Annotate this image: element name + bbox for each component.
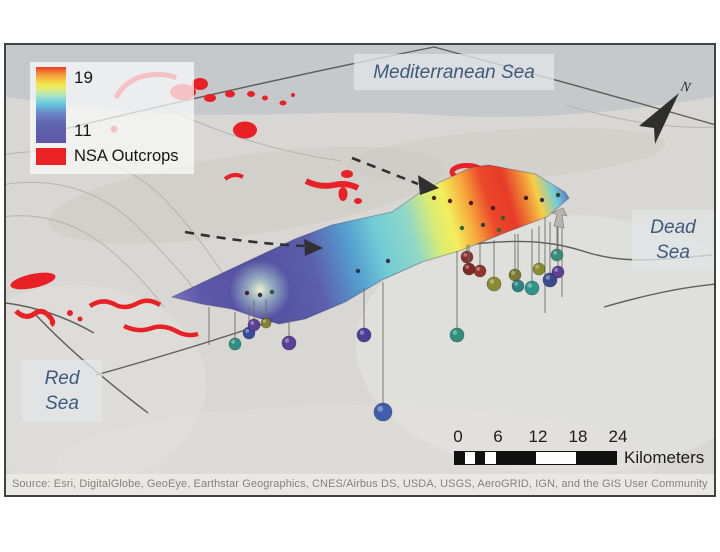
borehole-sphere-highlight (554, 267, 559, 272)
borehole-sphere (473, 264, 487, 278)
surface-light-spot (230, 260, 290, 320)
interpolated-surface (170, 164, 570, 325)
borehole-sphere (449, 327, 465, 343)
borehole-sphere-highlight (463, 252, 468, 257)
borehole-sphere-highlight (535, 264, 540, 269)
flow-arrows-layer (184, 156, 439, 256)
borehole-sphere-highlight (553, 250, 558, 255)
borehole-sphere-highlight (377, 405, 384, 412)
scale-seg (485, 452, 496, 464)
scale-seg (455, 452, 465, 464)
legend-outcrops-label: NSA Outcrops (74, 147, 179, 165)
borehole-sphere-highlight (262, 319, 267, 323)
legend-max-value: 19 (74, 68, 93, 87)
surface-data-dot (500, 215, 506, 221)
surface-data-dot (480, 222, 486, 228)
map-frame: N 19 11 NSA Outcrops Mediterranean Sea D… (4, 43, 716, 497)
scale-unit-label: Kilometers (624, 448, 705, 467)
borehole-sphere-highlight (284, 338, 290, 343)
borehole-sphere (486, 276, 502, 292)
scale-tick-18: 18 (568, 427, 588, 446)
borehole-sphere (228, 337, 242, 351)
borehole-sphere-highlight (545, 275, 551, 280)
scale-tick-6: 6 (493, 427, 503, 446)
dashed-arrow-west-head (304, 239, 323, 256)
surface-data-dot (490, 205, 496, 211)
borehole-sphere-highlight (527, 283, 533, 288)
surface-data-dot (269, 289, 275, 295)
label-mediterranean-sea-text: Mediterranean Sea (373, 61, 535, 83)
legend-outcrop-swatch (36, 148, 66, 165)
surface-data-dot (257, 292, 263, 298)
legend-colorbar (36, 67, 66, 143)
surface-data-dot (496, 227, 502, 233)
scale-bar: 0 6 12 18 24 Kilometers (446, 427, 714, 467)
borehole-sphere-highlight (514, 281, 519, 286)
borehole-sphere-highlight (476, 266, 481, 271)
borehole-sphere-highlight (359, 330, 365, 335)
borehole-sphere (356, 327, 372, 343)
label-red-sea: Red Sea (22, 360, 102, 422)
borehole-sphere (524, 280, 540, 296)
boreholes-layer (208, 208, 565, 422)
borehole-sphere-highlight (250, 320, 255, 325)
surface-data-dot (355, 268, 361, 274)
surface-data-dot (523, 195, 529, 201)
label-dead-sea-line1: Dead (650, 217, 696, 238)
surface-data-dot (459, 225, 465, 231)
surface-data-dot (244, 290, 250, 296)
borehole-sphere (260, 317, 272, 329)
label-dead-sea-line2: Sea (656, 242, 690, 263)
borehole-sphere (462, 262, 476, 276)
scale-seg (465, 452, 475, 464)
borehole-sphere-highlight (489, 279, 495, 284)
legend: 19 11 NSA Outcrops (30, 62, 194, 174)
scale-bar-blocks (454, 451, 617, 465)
label-red-sea-line2: Sea (45, 393, 79, 414)
label-mediterranean-sea: Mediterranean Sea (354, 54, 554, 90)
surface-data-dot (468, 200, 474, 206)
scale-seg (475, 452, 485, 464)
legend-min-value: 11 (74, 121, 92, 140)
borehole-sphere (550, 248, 564, 262)
borehole-sphere-highlight (452, 330, 458, 335)
borehole-sphere (542, 272, 558, 288)
scale-seg (576, 452, 616, 464)
borehole-sphere (460, 250, 474, 264)
borehole-sphere (373, 402, 393, 422)
borehole-sphere-highlight (465, 264, 470, 269)
surface-data-dot (539, 197, 545, 203)
surface-data-dot (431, 195, 437, 201)
borehole-sphere (281, 335, 297, 351)
label-dead-sea: Dead Sea (632, 210, 714, 270)
attribution-text: Source: Esri, DigitalGlobe, GeoEye, Eart… (12, 478, 708, 490)
scale-tick-0: 0 (453, 427, 463, 446)
borehole-sphere (247, 318, 261, 332)
surface-dots-layer (244, 192, 561, 298)
borehole-sphere (508, 268, 522, 282)
borehole-sphere (532, 262, 546, 276)
surface-data-dot (447, 198, 453, 204)
label-red-sea-line1: Red (44, 368, 80, 389)
borehole-sphere-highlight (245, 328, 250, 333)
dashed-arrow-east-head (418, 175, 439, 195)
borehole-sphere-highlight (511, 270, 516, 275)
north-arrow: N (639, 79, 692, 144)
attribution-bar: Source: Esri, DigitalGlobe, GeoEye, Eart… (6, 474, 714, 495)
north-arrow-label: N (678, 79, 692, 96)
north-arrow-icon (639, 93, 679, 144)
scale-seg (536, 452, 576, 464)
scale-seg (496, 452, 536, 464)
dashed-arrow-east (351, 156, 419, 186)
scale-tick-24: 24 (608, 427, 628, 446)
scale-tick-12: 12 (528, 427, 548, 446)
borehole-sphere-highlight (231, 339, 236, 344)
borehole-sphere (551, 265, 565, 279)
gray-arrow-marker (550, 207, 568, 229)
surface-data-dot (555, 192, 561, 198)
surface-data-dot (385, 258, 391, 264)
borehole-sphere (511, 279, 525, 293)
